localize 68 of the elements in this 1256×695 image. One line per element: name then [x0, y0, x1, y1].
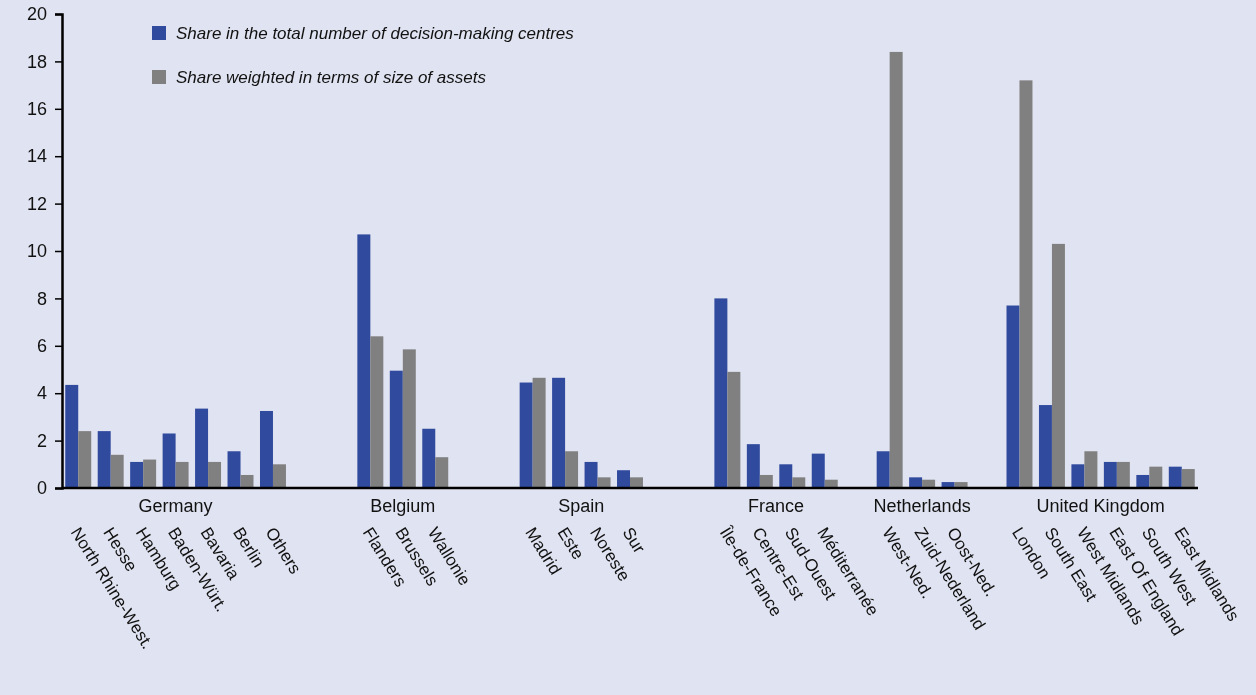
bar — [909, 477, 923, 488]
bar — [1071, 464, 1085, 488]
y-tick-label: 12 — [26, 193, 47, 214]
bar — [1168, 466, 1182, 488]
bar — [1084, 451, 1098, 488]
bar — [78, 431, 92, 488]
bar — [532, 377, 546, 488]
bar — [1051, 243, 1065, 488]
y-tick-label: 8 — [36, 288, 47, 309]
y-tick-label: 2 — [36, 430, 47, 451]
bar — [876, 451, 890, 488]
bar — [1038, 405, 1052, 488]
bar — [630, 477, 643, 488]
bar — [1019, 80, 1033, 488]
legend-label: Share in the total number of decision-making centres — [176, 24, 575, 43]
bar — [110, 454, 124, 488]
text: Netherlands — [873, 496, 971, 516]
y-tick-label: 20 — [26, 4, 47, 25]
y-tick-label: 10 — [26, 241, 47, 262]
text: Germany — [138, 496, 213, 516]
bar — [811, 453, 825, 488]
bar — [597, 477, 611, 488]
bar — [779, 464, 793, 488]
bar — [552, 377, 566, 488]
text: United Kingdom — [1036, 496, 1165, 516]
bar — [617, 470, 630, 488]
bar — [97, 431, 111, 488]
bar — [370, 336, 384, 488]
bar — [162, 433, 176, 488]
bar — [1006, 305, 1020, 488]
bar — [1149, 466, 1163, 488]
bar — [435, 457, 449, 488]
y-tick-label: 0 — [36, 478, 47, 499]
y-tick-label: 6 — [36, 336, 47, 357]
bar — [357, 234, 371, 488]
bar — [175, 461, 189, 488]
text: France — [748, 496, 805, 516]
bar — [584, 461, 598, 488]
bar — [1181, 469, 1195, 488]
bar — [208, 461, 222, 488]
bar — [746, 444, 760, 488]
y-tick-label: 4 — [36, 383, 47, 404]
bar — [422, 428, 436, 488]
bar — [1116, 461, 1130, 488]
y-tick-label: 14 — [26, 146, 47, 167]
bar — [389, 370, 403, 488]
bar — [519, 382, 533, 488]
bar — [143, 459, 157, 488]
bar — [130, 461, 144, 488]
bar — [1136, 474, 1150, 488]
text: Belgium — [370, 496, 436, 516]
text: Spain — [558, 496, 605, 516]
y-tick-label: 18 — [26, 51, 47, 72]
bar — [65, 384, 79, 488]
bar — [402, 349, 416, 488]
bar — [195, 408, 209, 488]
legend-label: Share weighted in terms of size of assets — [176, 68, 487, 87]
bar — [272, 464, 286, 488]
bar — [1103, 461, 1117, 488]
bar — [714, 298, 728, 488]
bar — [227, 451, 241, 488]
bar — [792, 477, 806, 488]
bar — [565, 451, 579, 488]
bar — [727, 371, 741, 488]
bar — [759, 474, 773, 488]
bar — [889, 51, 903, 488]
y-tick-label: 16 — [26, 99, 47, 120]
bar — [259, 410, 273, 488]
